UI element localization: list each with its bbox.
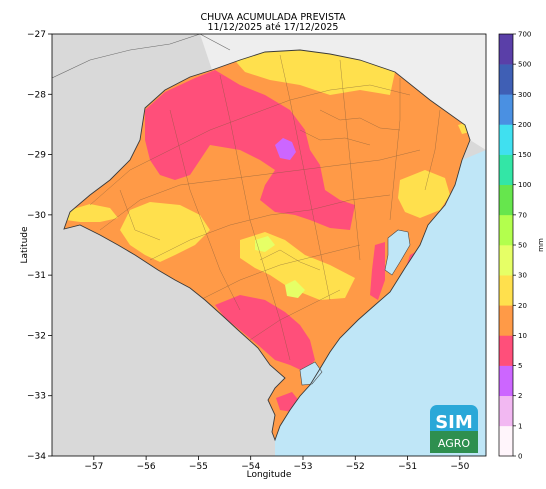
colorbar-swatch	[499, 335, 513, 366]
colorbar-level-label: 2	[518, 392, 522, 400]
y-tick-label: −30	[27, 211, 46, 221]
precip-pink-coast	[370, 242, 385, 300]
colorbar-swatch	[499, 184, 513, 216]
x-tick-label: −57	[84, 462, 103, 472]
colorbar-swatch	[499, 305, 513, 336]
colorbar-swatch	[499, 395, 513, 427]
precip-pink-south	[215, 295, 315, 372]
country-border-west	[52, 34, 201, 79]
colorbar-level-label: 70	[518, 211, 527, 219]
colorbar-swatch	[499, 425, 513, 457]
uruguay-region	[52, 225, 285, 456]
colorbar-level-label: 100	[518, 181, 531, 189]
y-tick-label: −29	[27, 151, 46, 161]
colorbar-swatch	[499, 154, 513, 186]
colorbar-level-label: 20	[518, 302, 527, 310]
precip-yellow-west	[120, 202, 210, 262]
logo-bottom-text: AGRO	[438, 437, 470, 450]
x-tick-label: −51	[398, 462, 417, 472]
precip-yellow-north	[230, 50, 395, 95]
x-tick-label: −54	[241, 462, 260, 472]
colorbar-level-label: 1	[518, 422, 522, 430]
ocean	[275, 150, 486, 456]
colorbar-level-label: 5	[518, 362, 522, 370]
colorbar-level-label: 30	[518, 272, 527, 280]
colorbar-level-label: 500	[518, 61, 531, 69]
x-axis-label: Longitude	[247, 470, 292, 480]
colorbar-level-label: 700	[518, 31, 531, 39]
colorbar-level-label: 150	[518, 151, 531, 159]
sim-agro-logo: SIM AGRO	[430, 405, 478, 453]
precip-yellow-west-tip	[66, 204, 118, 222]
precip-pink-center	[145, 70, 355, 230]
colorbar-level-label: 50	[518, 242, 527, 250]
precip-lime-spot-1	[255, 236, 275, 252]
title-line-2: 11/12/2025 até 17/12/2025	[207, 22, 339, 33]
x-tick-label: −52	[346, 462, 365, 472]
colorbar: 0 1 2 5 10 20 30 50 70 100 150 200 300 500 700	[498, 31, 531, 461]
colorbar-level-label: 300	[518, 91, 531, 99]
x-axis: −57 −56 −55 −54 −53 −52 −51 −50	[84, 456, 470, 472]
precip-yellow-east	[398, 170, 450, 218]
colorbar-swatch	[499, 245, 513, 276]
colorbar-swatch	[499, 124, 513, 155]
title-line-1: CHUVA ACUMULADA PREVISTA	[200, 12, 346, 23]
logo-top-text: SIM	[435, 412, 473, 433]
plot-frame	[51, 33, 487, 457]
colorbar-swatch	[499, 34, 513, 65]
colorbar-swatch	[499, 275, 513, 306]
colorbar-swatch	[499, 94, 513, 125]
lagoa-dos-patos	[384, 229, 411, 276]
colorbar-level-label: 0	[518, 453, 522, 461]
x-tick-label: −50	[450, 462, 469, 472]
y-axis-label: Latitude	[20, 226, 30, 264]
lagoa-mirim	[299, 361, 323, 386]
colorbar-swatch	[499, 365, 513, 397]
country-border-north	[199, 34, 231, 51]
municipal-borders	[89, 54, 441, 361]
colorbar-level-label: 10	[518, 332, 527, 340]
y-axis: −27 −28 −29 −30 −31 −32 −33 −34	[27, 30, 52, 462]
x-tick-label: −53	[293, 462, 312, 472]
colorbar-swatch	[499, 64, 513, 95]
state-region-north	[200, 34, 486, 150]
precip-purple-spot	[275, 138, 296, 160]
colorbar-unit-label: mm	[537, 238, 545, 252]
y-tick-label: −27	[27, 30, 46, 40]
y-tick-label: −32	[27, 331, 46, 341]
x-tick-label: −55	[189, 462, 208, 472]
y-tick-label: −28	[27, 90, 46, 100]
y-tick-label: −31	[27, 271, 46, 281]
precip-lime-spot-2	[285, 280, 305, 298]
map-area	[52, 34, 486, 456]
colorbar-level-label: 200	[518, 121, 531, 129]
colorbar-swatch	[499, 214, 513, 246]
y-tick-label: −34	[27, 452, 46, 462]
x-tick-label: −56	[137, 462, 156, 472]
y-tick-label: −33	[27, 392, 46, 402]
